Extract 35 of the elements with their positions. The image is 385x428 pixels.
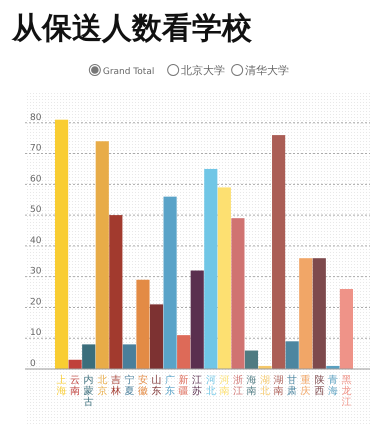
- y-tick-label: 70: [30, 144, 42, 154]
- x-tick-label: 新疆: [178, 374, 189, 397]
- y-tick-label: 40: [30, 236, 42, 246]
- text: 清华大学: [245, 64, 290, 77]
- x-tick-label: 上海: [56, 374, 67, 397]
- text: 北京大学: [181, 64, 226, 77]
- x-tick-label: 浙江: [232, 374, 243, 397]
- x-tick-label: 河北: [206, 374, 216, 397]
- x-tick-label: 湖南: [274, 374, 284, 397]
- x-tick-label: 宁夏: [124, 374, 134, 397]
- x-tick-label: 海南: [246, 374, 256, 397]
- y-tick-label: 60: [30, 174, 42, 184]
- x-tick-label: 陕西: [314, 374, 324, 397]
- x-tick-label: 山东: [152, 374, 162, 397]
- x-tick-label: 甘肃: [287, 374, 298, 397]
- y-tick-label: 10: [30, 328, 42, 338]
- text: Grand Total: [102, 67, 154, 77]
- y-tick-label: 0: [30, 359, 36, 369]
- x-tick-label: 安徽: [138, 374, 148, 397]
- x-tick-label: 吉林: [110, 374, 121, 397]
- x-tick-label: 云南: [70, 375, 80, 397]
- x-tick-label: 内蒙古: [84, 374, 94, 408]
- y-tick-label: 50: [30, 205, 42, 216]
- y-tick-label: 30: [30, 266, 42, 277]
- y-tick-label: 20: [30, 297, 42, 308]
- x-tick-label: 黑龙江: [341, 375, 352, 408]
- x-tick-label: 重庆: [300, 374, 311, 397]
- x-tick-label: 广东: [165, 374, 176, 397]
- x-tick-label: 青海: [328, 374, 338, 397]
- x-tick-label: 河南: [219, 374, 230, 397]
- y-tick-label: 80: [30, 112, 42, 123]
- chart-title: 从保送人数看学校: [11, 11, 253, 46]
- x-tick-label: 湖北: [260, 374, 270, 397]
- x-tick-label: 江苏: [192, 374, 202, 397]
- x-tick-label: 北京: [97, 374, 108, 397]
